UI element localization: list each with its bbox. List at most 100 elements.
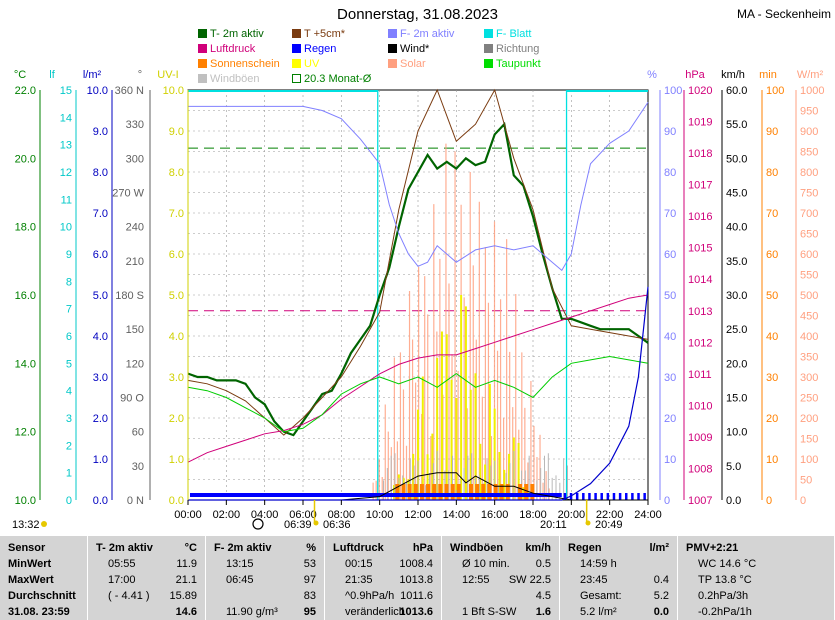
axis-tick-solar: 500 [800,290,818,302]
stats-row: ^0.9hPa/h 1011.6 [325,588,441,604]
stats-header: Sensor [0,540,87,556]
axis-tick-uv: 8.0 [169,167,184,179]
stats-row: MinWert [0,556,87,572]
axis-tick-solar: 100 [800,454,818,466]
legend-swatch [198,59,207,68]
axis-tick-solar: 0 [800,495,806,507]
axis-tick-dir: 30 [132,461,144,473]
sunshine-bar [456,484,461,500]
sunrise-time: 06:39 [284,519,312,531]
axis-tick-wind: 30.0 [726,290,747,302]
legend-item: F- 2m aktiv [388,28,454,40]
time-tick-label: 10:00 [366,509,394,521]
legend-item: F- Blatt [484,28,531,40]
axis-tick-solar: 400 [800,331,818,343]
rain-bar [575,493,579,500]
stats-cell-label: veränderlich [345,606,405,618]
stats-row: 21:35 1013.8 [325,572,441,588]
axis-tick-min: 10 [766,454,778,466]
axis-tick-rain: 2.0 [93,413,108,425]
stats-row: 23:45 0.4 [560,572,677,588]
rain-bar [582,493,585,500]
axis-tick-solar: 1000 [800,85,824,97]
stats-cell-label: TP 13.8 °C [698,574,752,586]
axis-tick-leaf: 3 [66,413,72,425]
axis-unit-rain: l/m² [83,69,102,81]
rain-bar [643,493,646,500]
legend-label: T +5cm* [304,28,346,40]
stats-row: TP 13.8 °C [678,572,834,588]
moon-icon [252,518,264,530]
axis-tick-rain: 0.0 [93,495,108,507]
axis-tick-leaf: 9 [66,249,72,261]
series-line-f-2m-aktiv [188,102,649,272]
axis-unit-solar: W/m² [797,69,824,81]
axis-tick-press: 1015 [688,243,712,255]
stats-row: Durchschnitt [0,588,87,604]
axis-tick-temp: 10.0 [15,495,36,507]
stats-column: T- 2m aktiv °C 05:55 11.9 17:00 21.1 ( - 4.41 … [88,536,206,620]
stats-cell-label: Ø 10 min. [462,558,510,570]
axis-tick-rain: 5.0 [93,290,108,302]
axis-unit-dir: ° [138,69,142,81]
stats-column: Luftdruck hPa 00:15 1008.4 21:35 1013.8 ^0.9hP… [325,536,442,620]
legend-label: T- 2m aktiv [210,28,264,40]
legend-swatch [484,44,493,53]
stats-row: Ø 10 min. 0.5 [442,556,559,572]
stats-cell-value: 1008.4 [399,558,433,570]
axis-tick-solar: 750 [800,188,818,200]
stats-row: ( - 4.41 ) 15.89 [88,588,205,604]
axis-tick-hum: 100 [664,85,682,97]
axis-tick-leaf: 5 [66,358,72,370]
axis-tick-min: 70 [766,208,778,220]
legend-swatch [484,29,493,38]
legend-swatch [292,44,301,53]
axis-tick-press: 1010 [688,400,712,412]
axis-tick-solar: 800 [800,167,818,179]
axis-tick-uv: 3.0 [169,372,184,384]
stats-header-unit: l/m² [649,542,669,554]
axis-tick-rain: 4.0 [93,331,108,343]
axis-tick-wind: 60.0 [726,85,747,97]
axis-tick-min: 40 [766,331,778,343]
station-name: MA - Seckenheim [736,7,831,21]
axis-tick-leaf: 0 [66,495,72,507]
rain-bar [625,493,628,500]
stats-header-label: Luftdruck [333,542,384,554]
legend-swatch [198,44,207,53]
axis-tick-dir: 330 [126,119,144,131]
current-time: 13:32 [12,519,40,531]
axis-tick-uv: 5.0 [169,290,184,302]
axis-tick-rain: 10.0 [87,85,108,97]
legend-label: F- Blatt [496,28,532,40]
time-tick-label: 04:00 [251,509,279,521]
axis-tick-min: 20 [766,413,778,425]
axis-tick-temp: 14.0 [15,358,36,370]
legend-label: Sonnenschein [210,58,280,70]
legend-label: Windböen [210,73,260,85]
axis-tick-dir: 240 [126,222,144,234]
stats-cell-value: 11.9 [176,558,197,570]
sunshine-bar [487,484,492,500]
axis-tick-wind: 50.0 [726,153,747,165]
time-tick-label: 14:00 [443,509,471,521]
axis-tick-leaf: 7 [66,304,72,316]
stats-cell-label: 05:55 [108,558,136,570]
axis-tick-min: 30 [766,372,778,384]
axis-tick-leaf: 14 [60,112,72,124]
sunset-from-time: 20:11 [540,519,567,531]
axis-tick-leaf: 13 [60,140,72,152]
stats-row: 1 Bft S-SW 1.6 [442,604,559,620]
stats-cell-value: 5.2 [653,590,669,602]
stats-row: 06:45 97 [206,572,324,588]
axis-unit-hum: % [647,69,657,81]
stats-header: Luftdruck hPa [325,540,441,556]
time-tick-label: 18:00 [519,509,547,521]
stats-cell-value: 95 [303,606,316,618]
axis-tick-hum: 30 [664,372,676,384]
axis-tick-press: 1016 [688,211,712,223]
axis-tick-wind: 5.0 [726,461,741,473]
axis-unit-leaf: lf [49,69,55,81]
stats-cell-value: 97 [303,574,316,586]
stats-header: Regen l/m² [560,540,677,556]
